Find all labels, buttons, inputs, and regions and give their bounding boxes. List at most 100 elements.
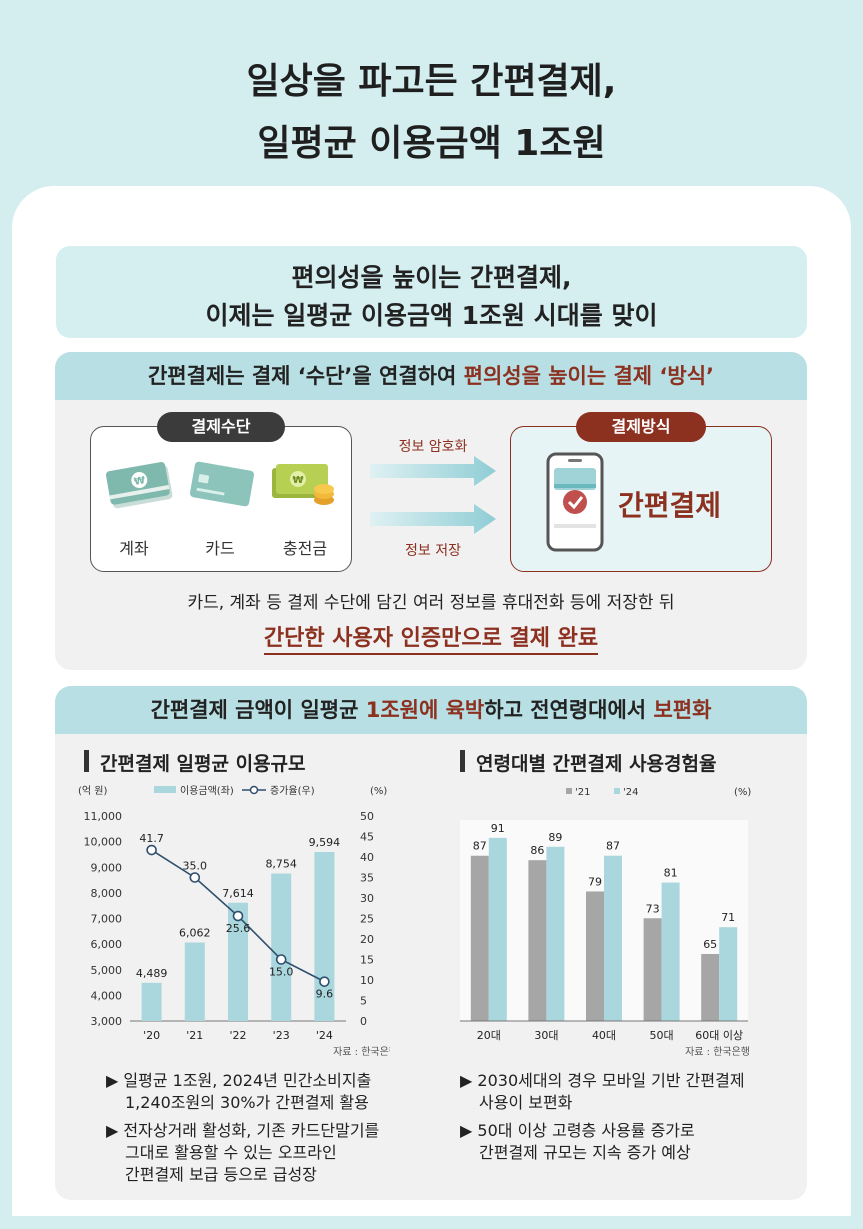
x-tick-label-4: '24: [316, 1029, 333, 1042]
section2-heading: 간편결제 금액이 일평균 1조원에 육박하고 전연령대에서 보편화: [55, 686, 807, 734]
arrow-top-label: 정보 암호화: [398, 439, 468, 455]
left-bullet-2-cont1: 그대로 활용할 수 있는 오프라인: [125, 1143, 337, 1162]
bar-1-2: [604, 855, 622, 1021]
section2-heading-d: 보편화: [653, 698, 712, 722]
bar-label-1-1: 89: [548, 831, 562, 844]
y-right-tick-label: 30: [360, 892, 374, 905]
method-pill: 결제방식: [576, 412, 706, 442]
bar-label-1-4: 71: [721, 911, 735, 924]
legend-swatch-24: [614, 788, 620, 794]
left-bullet-1-cont: 1,240조원의 30%가 간편결제 활용: [125, 1093, 369, 1112]
y-left-tick-label: 10,000: [84, 836, 123, 849]
left-bullet-2: ▶ 전자상거래 활성화, 기존 카드단말기를: [106, 1120, 379, 1142]
y-left-tick-label: 3,000: [91, 1015, 123, 1028]
chart1-source: 자료 : 한국은행: [333, 1046, 390, 1058]
section1-desc-line2: 간단한 사용자 인증만으로 결제 완료: [55, 620, 807, 655]
x-tick-label-1: '21: [186, 1029, 203, 1042]
bar-1-1: [546, 846, 565, 1021]
banner-line1: 편의성을 높이는 간편결제,: [291, 263, 572, 292]
y-right-tick-label: 25: [360, 913, 374, 926]
bar-label-amount-2: 7,614: [222, 887, 254, 900]
y-right-tick-label: 20: [360, 933, 374, 946]
rate-label-4: 9.6: [316, 988, 334, 1001]
left-bullet-1: ▶ 일평균 1조원, 2024년 민간소비지출: [106, 1070, 371, 1092]
right-bullet-1-text: 2030세대의 경우 모바일 기반 간편결제: [477, 1071, 745, 1090]
means-label-account: 계좌: [119, 539, 149, 558]
chart2-source: 자료 : 한국은행: [685, 1046, 750, 1058]
bar-amount-0: [141, 982, 162, 1021]
hero-title-line1: 일상을 파고든 간편결제,: [246, 61, 617, 102]
bar-label-1-2: 87: [606, 840, 620, 853]
bar-label-1-3: 81: [664, 867, 678, 880]
bar-label-0-4: 65: [703, 938, 717, 951]
left-title-bar: [84, 750, 89, 772]
y-right-tick-label: 5: [360, 995, 367, 1008]
bar-label-amount-1: 6,062: [179, 927, 211, 940]
bar-label-0-1: 86: [530, 844, 544, 857]
right-chart-title: 연령대별 간편결제 사용경험율: [476, 753, 717, 775]
bar-0-1: [528, 860, 547, 1021]
bar-amount-1: [184, 942, 205, 1021]
y-left-tick-label: 9,000: [91, 861, 123, 874]
bullet-marker: ▶: [460, 1071, 473, 1090]
section2-heading-b: 1조원에 육박: [365, 698, 485, 722]
y-left-tick-label: 5,000: [91, 964, 123, 977]
rate-label-0: 41.7: [139, 832, 164, 845]
x-tick-label-2: 40대: [592, 1029, 616, 1042]
legend-label-21: '21: [575, 787, 590, 798]
right-bullet-2: ▶ 50대 이상 고령층 사용률 증가로: [460, 1120, 695, 1142]
bar-label-0-2: 79: [588, 875, 602, 888]
y-right-tick-label: 45: [360, 831, 374, 844]
x-tick-label-3: 50대: [650, 1029, 674, 1042]
y-unit: (%): [734, 787, 751, 798]
cash-icon: ₩: [272, 464, 334, 505]
x-tick-label-1: 30대: [534, 1029, 558, 1042]
bar-label-amount-4: 9,594: [309, 836, 341, 849]
x-tick-label-3: '23: [273, 1029, 290, 1042]
bankbook-icon: ₩: [105, 462, 173, 509]
y-left-unit: (억 원): [78, 785, 107, 797]
rate-label-2: 25.6: [226, 922, 251, 935]
bar-amount-2: [228, 902, 248, 1021]
bar-0-3: [643, 918, 662, 1021]
right-bullet-2-cont: 간편결제 규모는 지속 증가 예상: [479, 1143, 691, 1162]
banner-line2: 이제는 일평균 이용금액 1조원 시대를 맞이: [205, 301, 658, 330]
arrow-bottom-label: 정보 저장: [405, 543, 461, 559]
legend-label-amount: 이용금액(좌): [180, 785, 234, 797]
section1-heading: 간편결제는 결제 ‘수단’을 연결하여 편의성을 높이는 결제 ‘방식’: [55, 352, 807, 400]
y-right-tick-label: 0: [360, 1015, 367, 1028]
arrow-right-icon-bottom: [370, 504, 496, 534]
y-right-unit: (%): [370, 786, 387, 797]
bar-amount-3: [271, 873, 292, 1021]
left-bullet-1-text: 일평균 1조원, 2024년 민간소비지출: [123, 1071, 372, 1090]
section2-heading-a: 간편결제 금액이 일평균: [150, 698, 366, 722]
hero-title-line2: 일평균 이용금액 1조원: [257, 123, 606, 164]
svg-text:₩: ₩: [292, 475, 303, 486]
right-title-bar: [460, 750, 465, 772]
x-tick-label-0: 20대: [477, 1029, 501, 1042]
means-pill: 결제수단: [157, 412, 285, 442]
bar-label-1-0: 91: [491, 822, 505, 835]
age-usage-chart: '21 '24 (%) 87 86 79 73 65 91 89 87 81 71 20대 30대 40대 50…: [460, 787, 751, 1058]
x-tick-label-2: '22: [229, 1029, 246, 1042]
intro-banner: 편의성을 높이는 간편결제, 이제는 일평균 이용금액 1조원 시대를 맞이: [56, 246, 807, 338]
rate-point-4: [319, 976, 330, 987]
legend-label-24: '24: [623, 787, 638, 798]
arrow-right-icon-top: [370, 456, 496, 486]
right-bullet-1-cont: 사용이 보편화: [479, 1093, 573, 1112]
rate-label-3: 15.0: [269, 966, 294, 979]
x-tick-label-0: '20: [143, 1029, 160, 1042]
section1-heading-a: 간편결제는 결제 ‘수단’을 연결하여: [147, 364, 464, 388]
bar-1-3: [661, 882, 680, 1021]
bar-0-4: [701, 954, 720, 1021]
means-label-card: 카드: [205, 539, 235, 558]
section1-heading-b: 편의성을 높이는 결제 ‘방식’: [463, 364, 715, 388]
legend-marker-rate: [249, 785, 259, 795]
rate-point-1: [189, 872, 201, 883]
right-bullet-2-text: 50대 이상 고령층 사용률 증가로: [477, 1121, 695, 1140]
y-left-tick-label: 8,000: [91, 887, 123, 900]
rate-point-0: [146, 844, 157, 856]
right-bullet-1: ▶ 2030세대의 경우 모바일 기반 간편결제: [460, 1070, 745, 1092]
bar-label-amount-0: 4,489: [136, 967, 168, 980]
bar-label-0-3: 73: [646, 902, 660, 915]
